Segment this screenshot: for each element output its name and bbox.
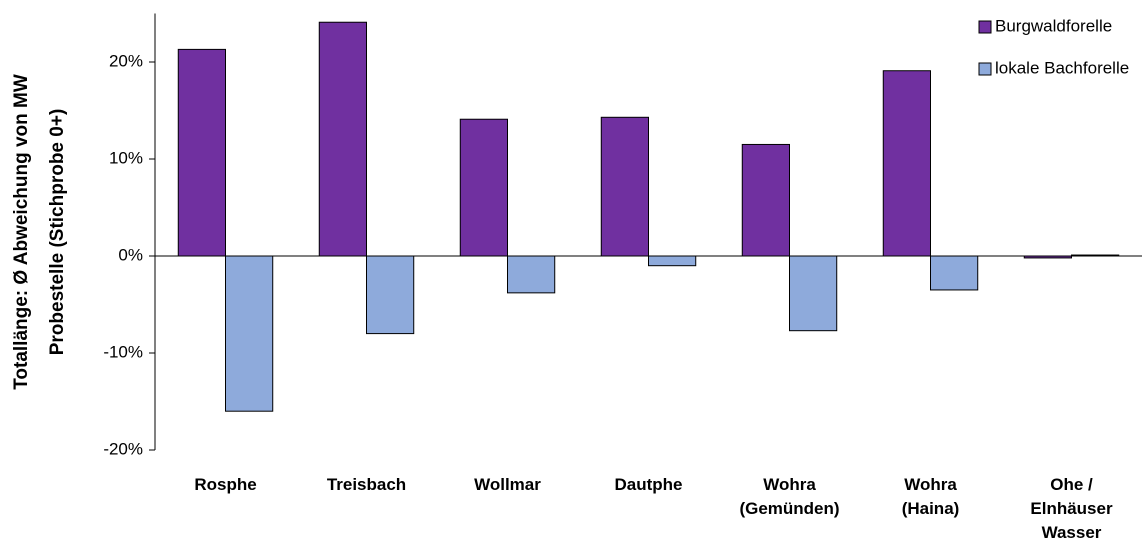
legend-swatch [978,20,992,34]
y-tick-label: 10% [109,148,143,167]
bar [366,255,415,335]
bar [930,255,979,291]
x-tick-label: Ohe / Elnhäuser Wasser [1030,475,1113,542]
legend-label: lokale Bachforelle [995,58,1129,77]
y-tick-label: 0% [118,245,143,264]
y-tick-label: 20% [109,51,143,70]
x-tick-label: Treisbach [327,475,406,494]
bar [789,255,838,332]
bar [177,48,226,257]
x-tick-label: Rosphe [194,475,256,494]
bar [318,21,368,257]
x-tick-label: Wohra (Haina) [902,475,960,518]
bar [225,255,274,412]
x-tick-label: Wohra (Gemünden) [739,475,839,518]
bar [507,255,556,294]
y-axis-label: Totallänge: Ø Abweichung von MW Probestel… [11,74,68,390]
legend-label: Burgwaldforelle [995,16,1112,35]
bar [741,143,791,257]
bar [882,70,932,257]
y-tick-label: -10% [103,342,143,361]
x-tick-label: Wollmar [474,475,541,494]
legend-swatch [978,62,992,76]
bar [600,116,650,257]
y-tick-label: -20% [103,439,143,458]
bar [648,255,697,267]
x-tick-label: Dautphe [615,475,683,494]
bar [459,118,509,257]
